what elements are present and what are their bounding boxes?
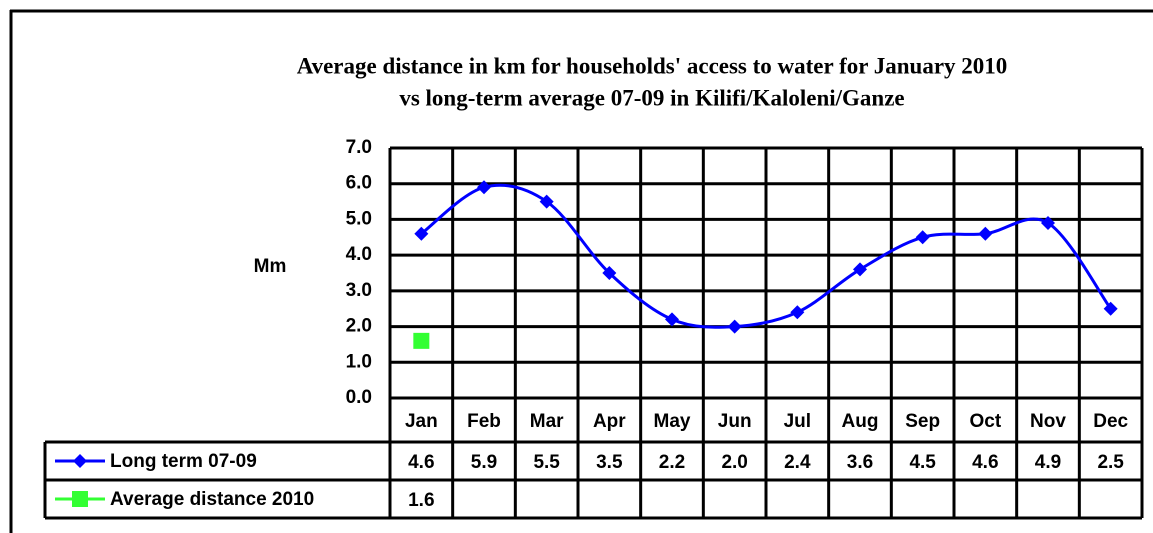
x-tick-label: Mar <box>530 411 564 432</box>
point <box>477 180 491 195</box>
x-tick-label: Dec <box>1093 411 1128 432</box>
legend-label: Long term 07-09 <box>110 451 257 472</box>
y-tick-label: 3.0 <box>346 280 372 301</box>
x-tick-label: Nov <box>1030 411 1066 432</box>
y-tick-label: 1.0 <box>346 351 372 372</box>
point <box>413 332 430 349</box>
point <box>915 230 930 245</box>
table-value: 5.9 <box>471 452 497 473</box>
x-tick-label: Apr <box>593 411 626 432</box>
point <box>665 312 679 327</box>
x-tick-label: Sep <box>905 411 940 432</box>
x-tick-label: Jan <box>405 411 438 432</box>
x-tick-label: Jun <box>718 411 752 432</box>
point <box>853 262 867 277</box>
table-value: 1.6 <box>408 490 434 511</box>
x-tick-label: Oct <box>969 411 1001 432</box>
table-value: 4.5 <box>909 452 936 473</box>
x-tick-label: Jul <box>784 411 811 432</box>
table-value: 2.4 <box>784 452 811 473</box>
x-tick-label: May <box>654 411 691 432</box>
chart-title: Average distance in km for households' a… <box>297 53 1008 78</box>
y-axis-label: Mm <box>254 256 287 277</box>
table-value: 2.2 <box>659 452 685 473</box>
legend-marker <box>73 454 87 468</box>
point <box>790 305 805 320</box>
table-value: 4.9 <box>1035 452 1061 473</box>
y-tick-label: 7.0 <box>346 137 372 158</box>
x-tick-label: Feb <box>467 411 501 432</box>
point <box>1041 216 1055 230</box>
table-value: 5.5 <box>533 452 560 473</box>
table-value: 4.6 <box>408 452 434 473</box>
table-value: 4.6 <box>972 452 998 473</box>
table-value: 3.6 <box>847 452 873 473</box>
point <box>414 226 429 241</box>
y-tick-label: 5.0 <box>346 208 372 229</box>
y-tick-label: 6.0 <box>346 173 372 194</box>
y-tick-label: 4.0 <box>346 244 372 265</box>
legend-label: Average distance 2010 <box>110 489 314 510</box>
point <box>539 194 554 209</box>
point <box>727 319 742 334</box>
point <box>1103 301 1118 316</box>
y-tick-label: 0.0 <box>346 387 372 408</box>
point <box>978 226 993 241</box>
legend-marker <box>72 491 88 507</box>
y-tick-label: 2.0 <box>346 316 372 337</box>
table-value: 3.5 <box>596 452 623 473</box>
point <box>602 266 617 280</box>
table-value: 2.0 <box>721 452 747 473</box>
chart-title: vs long-term average 07-09 in Kilifi/Kal… <box>399 85 904 110</box>
table-value: 2.5 <box>1097 452 1124 473</box>
x-tick-label: Aug <box>842 411 879 432</box>
